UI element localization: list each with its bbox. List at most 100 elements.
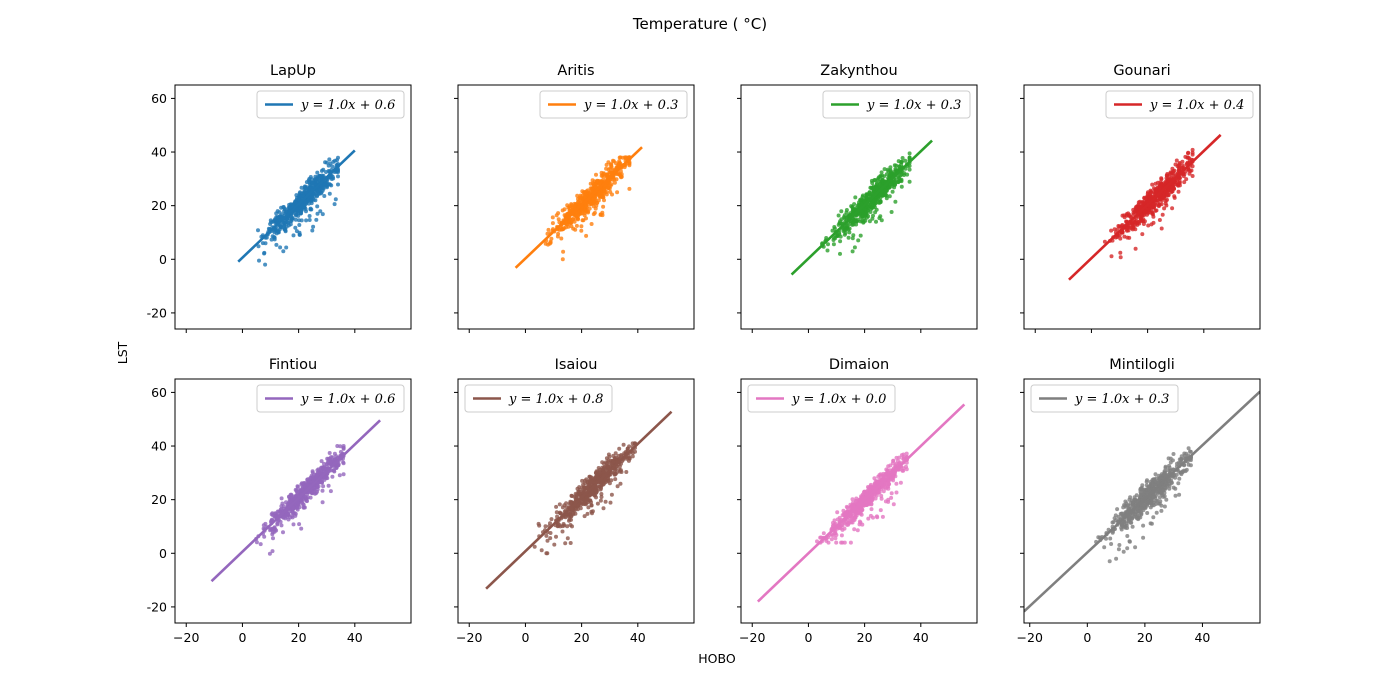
scatter-point: [1156, 203, 1161, 208]
scatter-point: [857, 522, 862, 527]
scatter-point: [1168, 460, 1173, 465]
scatter-point: [322, 461, 326, 466]
scatter-point: [607, 481, 612, 486]
scatter-point: [548, 531, 553, 535]
scatter-point: [1164, 173, 1169, 178]
scatter-point: [1125, 235, 1130, 240]
scatter-point: [293, 217, 298, 222]
scatter-point: [1120, 230, 1125, 235]
scatter-point: [575, 217, 580, 222]
x-tick-label: 20: [574, 630, 590, 645]
scatter-point: [299, 194, 304, 198]
scatter-point: [1170, 206, 1175, 211]
scatter-point: [1140, 232, 1145, 237]
scatter-point: [1122, 503, 1127, 507]
scatter-point: [1107, 559, 1112, 564]
subplot-title: Isaiou: [555, 357, 598, 373]
scatter-point: [309, 201, 314, 206]
scatter-point: [1115, 507, 1120, 512]
scatter-point: [848, 540, 853, 545]
legend-box: [464, 384, 613, 413]
scatter-point: [574, 214, 579, 218]
scatter-point: [1173, 486, 1178, 491]
y-tick-label: 20: [151, 198, 167, 213]
scatter-point: [831, 520, 835, 525]
scatter-point: [560, 227, 565, 232]
scatter-point: [579, 228, 584, 233]
scatter-point: [271, 536, 275, 541]
scatter-point: [892, 163, 897, 168]
scatter-point: [1190, 152, 1195, 157]
scatter-point: [900, 156, 905, 160]
scatter-point: [876, 176, 881, 181]
scatter-point: [290, 515, 295, 520]
scatter-point: [840, 513, 845, 518]
scatter-point: [261, 523, 266, 528]
scatter-point: [552, 542, 557, 547]
scatter-point: [600, 465, 605, 470]
regression-line: [1068, 133, 1222, 281]
scatter-point: [307, 479, 312, 484]
scatter-point: [623, 155, 628, 160]
scatter-point: [1177, 166, 1181, 171]
scatter-point: [875, 515, 880, 520]
scatter-point: [839, 209, 844, 214]
subplot-4: Fintiou -20 0 20 40 60 −20 0 20 40 y = 1.0x + 0.6: [147, 357, 412, 645]
scatter-point: [299, 526, 304, 531]
scatter-point: [324, 160, 329, 165]
scatter-point: [274, 242, 279, 247]
scatter-point: [1122, 213, 1127, 218]
scatter-point: [327, 451, 332, 455]
scatter-point: [301, 481, 306, 486]
scatter-point: [875, 480, 880, 485]
scatter-point: [878, 191, 883, 196]
scatter-point: [320, 500, 325, 505]
scatter-point: [571, 217, 575, 222]
scatter-point: [1157, 489, 1162, 494]
scatter-point: [303, 495, 308, 500]
scatter-point: [895, 459, 900, 463]
scatter-point: [272, 529, 277, 534]
scatter-point: [878, 183, 883, 188]
subplot-5: Isaiou −20 0 20 40 y = 1.0x + 0.8: [454, 357, 695, 645]
scatter-point: [332, 451, 337, 456]
scatter-point: [291, 522, 296, 527]
scatter-point: [599, 173, 604, 178]
y-tick-label: 60: [151, 385, 167, 400]
scatter-point: [269, 237, 274, 242]
y-axis-label: LST: [115, 341, 130, 364]
scatter-point: [1155, 498, 1160, 503]
scatter-point: [844, 504, 849, 509]
scatter-point: [617, 446, 622, 451]
scatter-point: [546, 227, 551, 232]
scatter-point: [907, 151, 912, 156]
scatter-point: [1154, 490, 1159, 495]
legend-label: y = 1.0x + 0.6: [300, 392, 395, 407]
scatter-point: [1150, 498, 1155, 503]
scatter-point: [838, 251, 842, 256]
scatter-point: [1141, 505, 1146, 510]
scatter-point: [561, 249, 566, 254]
scatter-point: [602, 188, 607, 193]
scatter-point: [838, 239, 843, 244]
scatter-point: [619, 174, 624, 179]
scatter-point: [262, 534, 267, 539]
scatter-point: [885, 468, 890, 473]
subplot-title: Zakynthou: [820, 63, 897, 79]
y-tick-label: 40: [151, 439, 167, 454]
y-tick-label: 20: [151, 492, 167, 507]
scatter-point: [295, 505, 300, 510]
scatter-point: [850, 205, 855, 210]
scatter-point: [549, 236, 554, 241]
scatter-point: [601, 204, 606, 209]
scatter-point: [1168, 468, 1173, 473]
scatter-point: [582, 514, 587, 519]
scatter-point: [1125, 526, 1130, 530]
scatter-point: [314, 217, 319, 222]
scatter-point: [618, 481, 623, 486]
scatter-point: [613, 471, 618, 476]
scatter-point: [279, 504, 284, 509]
scatter-point: [888, 165, 893, 170]
scatter-point: [341, 444, 346, 448]
scatter-point: [863, 212, 868, 217]
